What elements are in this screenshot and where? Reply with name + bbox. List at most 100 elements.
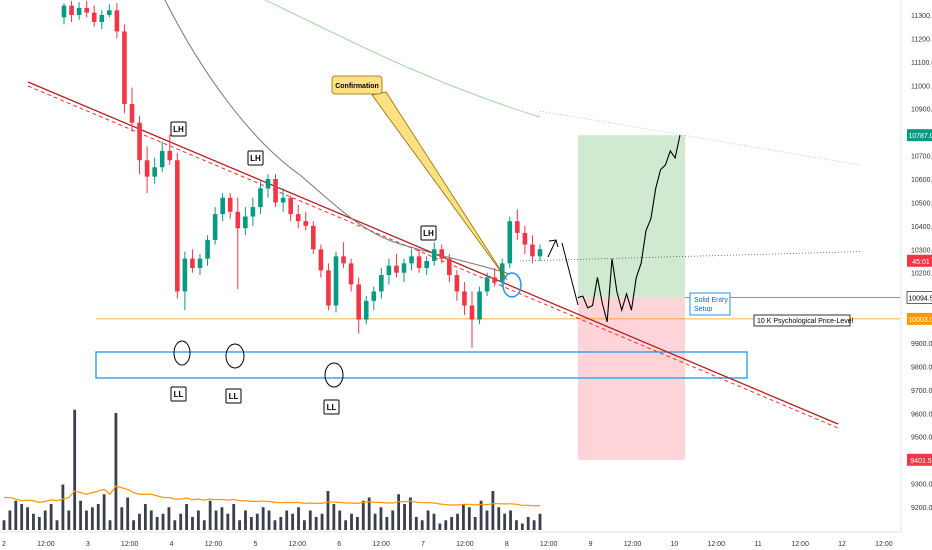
candle-body: [462, 291, 467, 306]
y-tick-label: 10400.0: [911, 224, 932, 231]
candle-body: [356, 284, 361, 320]
volume-bar: [202, 520, 206, 530]
volume-bar: [226, 513, 230, 530]
volume-bar: [520, 523, 524, 530]
volume-bar: [138, 513, 141, 530]
price-tag: [907, 129, 932, 142]
candle-body: [318, 249, 324, 271]
candle-body: [416, 256, 422, 269]
y-tick-label: 9700.0: [911, 388, 932, 395]
volume-bar: [367, 497, 371, 530]
volume-bar: [485, 510, 489, 530]
lh-label: LH: [173, 125, 184, 134]
y-tick-label: 11100.0: [911, 60, 932, 67]
candle-body: [243, 216, 248, 229]
solid-entry-label: Solid Entry: [694, 297, 728, 304]
horizontal-levels: [95, 110, 900, 379]
volume-bar: [26, 507, 29, 530]
breakout-circle: [502, 272, 522, 298]
volume-bar: [108, 520, 112, 530]
volume-bar: [397, 494, 401, 530]
lh-label: LH: [423, 229, 434, 238]
volume-bar: [232, 504, 236, 530]
y-tick-label: 10600.0: [911, 177, 932, 184]
candle-body: [348, 263, 354, 285]
price-tag: [907, 453, 932, 466]
volume-bar: [244, 510, 247, 530]
volume-bar: [49, 504, 53, 530]
candle-body: [227, 197, 233, 212]
candle-body: [447, 258, 452, 276]
ll-label: LL: [229, 392, 239, 401]
ll-label-box: [323, 399, 340, 415]
candle-body: [91, 12, 97, 23]
volume-bar: [403, 504, 406, 530]
volume-bar: [314, 517, 318, 530]
x-tick-label: 8: [505, 541, 509, 548]
volume-bar: [426, 510, 430, 530]
x-tick-label: 12: [838, 541, 846, 548]
volume-bar: [214, 510, 218, 530]
candle-body: [182, 258, 188, 292]
candle-body: [288, 197, 293, 215]
volume-bar: [291, 513, 295, 530]
ll-label: LL: [327, 403, 337, 412]
x-tick-label: 11: [755, 541, 762, 548]
y-tick-label: 10900.0: [911, 107, 932, 114]
candle-body: [333, 256, 339, 306]
price-tags: 10787.0 45:01 10094.5 10003.0 9401.5: [906, 129, 932, 466]
price-tag: [907, 312, 932, 325]
y-tick-label: 9800.0: [911, 364, 932, 371]
volume-bar: [538, 513, 542, 530]
volume-bar: [344, 520, 348, 530]
volume-ma-line: [4, 485, 541, 507]
volume-bar: [120, 507, 124, 530]
y-tick-label: 9200.0: [911, 505, 932, 512]
x-tick-label: 12:00: [791, 541, 809, 548]
volume-bar: [43, 510, 47, 530]
candle-body: [137, 122, 142, 161]
price-tag: [906, 291, 932, 304]
ma-green-line: [264, 0, 541, 118]
psych-level-label: 10 K Psychological Price-Level: [757, 318, 854, 325]
y-tick-label: 9900.0: [911, 341, 932, 348]
price-tag-label: 10787.0: [908, 133, 932, 140]
lh-label: LH: [250, 154, 261, 163]
volume-bar: [320, 513, 324, 530]
candle-body: [379, 275, 384, 292]
volume-moving-average: [4, 485, 541, 507]
y-tick-label: 11000.0: [911, 83, 932, 90]
x-tick-label: 9: [589, 541, 593, 548]
candle-body: [220, 197, 225, 215]
lh-label-box: [247, 150, 264, 166]
lh-label-box: [170, 121, 187, 137]
x-tick-label: 12:00: [708, 541, 726, 548]
candle-body: [371, 291, 377, 301]
candle-body: [144, 160, 150, 177]
candle-body: [107, 10, 112, 15]
candle-body: [250, 207, 256, 217]
volume-bar: [173, 520, 177, 530]
volume-bar: [79, 500, 82, 530]
volume-bar: [37, 517, 41, 530]
ma-gray-line: [164, 0, 511, 275]
candle-body: [530, 244, 535, 257]
y-tick-label: 10500.0: [911, 200, 932, 207]
candle-body: [537, 249, 543, 257]
price-tag-label: 9401.5: [910, 458, 932, 465]
candle-body: [273, 179, 278, 203]
volume-bar: [90, 507, 94, 530]
volume-bar: [326, 491, 330, 530]
ll-label-box: [170, 386, 187, 402]
volume-bar: [155, 517, 159, 530]
support-box: [95, 351, 748, 379]
x-tick-label: 12:00: [624, 541, 642, 548]
volume-bar: [462, 504, 465, 530]
candle-body: [129, 104, 135, 123]
volume-bar: [456, 513, 459, 530]
volume-bar: [385, 517, 389, 530]
volume-bar: [438, 523, 442, 530]
x-tick-label: 10: [671, 541, 679, 548]
volume-bar: [297, 507, 300, 530]
